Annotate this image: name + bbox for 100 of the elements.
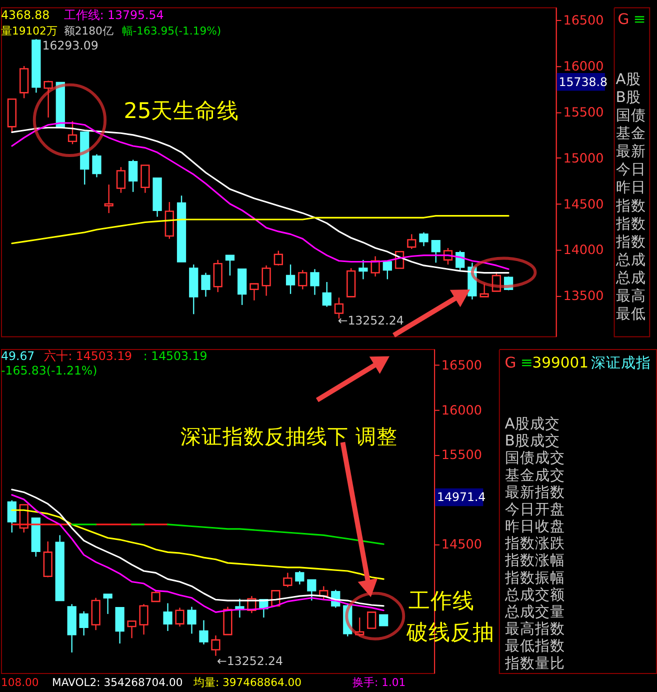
annotation: 六十: 14503.19 <box>44 348 132 363</box>
text: 总成交量 <box>504 603 565 620</box>
candlestick <box>140 164 150 194</box>
y-tick-label: 14500 <box>563 197 604 212</box>
candlestick <box>187 606 196 634</box>
candlestick <box>213 259 222 293</box>
candlestick <box>298 269 308 290</box>
candlestick <box>199 620 208 645</box>
candlestick <box>19 65 29 99</box>
candlestick <box>370 256 380 278</box>
annotation: 量19102万 <box>0 24 58 38</box>
text: 指数涨幅 <box>504 552 565 570</box>
text: 今日 <box>616 161 646 178</box>
text: 国债成交 <box>504 450 565 467</box>
y-tick-label: 15500 <box>563 105 604 120</box>
text: 昨日收盘 <box>504 518 565 536</box>
annotation: 25天生命线 <box>124 99 240 124</box>
text: 总成交额 <box>504 586 565 604</box>
text: 均量: 397468864.00 <box>192 676 302 689</box>
candlestick <box>431 240 440 264</box>
y-tick-label: 15500 <box>441 448 482 464</box>
text: 深证成指 <box>591 354 652 372</box>
text: 最新 <box>616 143 646 160</box>
text: B股成交 <box>504 432 560 450</box>
candlestick <box>307 579 316 602</box>
text: 基金 <box>616 125 646 142</box>
text: B股 <box>616 88 641 106</box>
y-tick-label: 14500 <box>441 538 482 553</box>
candlestick <box>115 607 124 644</box>
text: 国债 <box>616 106 646 124</box>
candlestick <box>295 570 304 586</box>
text: 指数涨跌 <box>504 535 565 552</box>
candlestick <box>104 184 114 214</box>
candlestick <box>419 232 428 247</box>
y-tick-label: 15000 <box>563 151 604 166</box>
text: 总成 <box>614 252 646 269</box>
text: MAVOL2: 354268704.00 <box>52 676 183 689</box>
annotation: ←13252.24 <box>217 654 284 668</box>
text: 昨日 <box>616 179 646 196</box>
candlestick <box>175 607 184 628</box>
candlestick <box>68 120 78 145</box>
text: A股成交 <box>504 416 560 433</box>
text: 指数 <box>614 197 646 214</box>
candlestick <box>7 500 16 534</box>
annotation: 幅-163.95(-1.19%) <box>122 24 222 38</box>
candlestick <box>480 283 489 298</box>
candlestick <box>310 268 320 296</box>
y-tick-label: 16500 <box>563 14 604 28</box>
candlestick <box>262 264 271 296</box>
annotation: 额2180亿 <box>64 24 114 38</box>
text: A股 <box>616 70 641 88</box>
candlestick <box>127 620 136 639</box>
annotation: 深证指数反抽线下 调整 <box>180 424 398 448</box>
y-tick-label: 16000 <box>563 59 604 74</box>
candlestick <box>322 281 332 308</box>
text: G <box>504 354 516 372</box>
candlestick <box>379 614 388 626</box>
candlestick <box>103 594 112 615</box>
text: 最高指数 <box>504 620 565 638</box>
candlestick <box>407 234 416 250</box>
candlestick <box>250 283 259 301</box>
y-tick-label: 16500 <box>441 358 482 374</box>
candlestick <box>367 612 376 629</box>
y-tick-label: 14000 <box>563 243 604 258</box>
text: ≡ <box>520 354 533 372</box>
candlestick <box>211 634 220 656</box>
candlestick <box>44 80 53 118</box>
text: 总成 <box>614 270 646 287</box>
text: 最高 <box>616 288 646 305</box>
text: 指数量比 <box>504 654 565 672</box>
candlestick <box>79 610 88 636</box>
text: G <box>618 10 630 28</box>
text: 最低指数 <box>504 638 565 655</box>
text: 15738.8 <box>558 74 608 89</box>
annotation: 工作线: 13795.54 <box>64 8 164 22</box>
y-tick-label: 13500 <box>563 289 604 304</box>
text: 最低 <box>616 306 646 323</box>
text: 最新指数 <box>504 484 565 501</box>
candlestick <box>163 602 172 632</box>
annotation: 16293.09 <box>42 38 98 52</box>
candlestick <box>382 261 392 280</box>
annotation: : 14503.19 <box>143 348 208 363</box>
candlestick <box>283 572 292 588</box>
candlestick <box>128 159 138 193</box>
annotation: 49.67 <box>0 348 35 363</box>
y-tick-label: 16000 <box>441 403 482 418</box>
candlestick <box>225 254 235 276</box>
candlestick <box>358 259 368 280</box>
text: 指数 <box>614 215 646 232</box>
text: 今日开盘 <box>504 500 565 518</box>
candlestick <box>201 272 210 298</box>
text: 指数振幅 <box>504 569 565 586</box>
annotation: 4368.88 <box>0 8 50 22</box>
candlestick <box>116 166 126 194</box>
text: 换手: 1.01 <box>352 676 406 689</box>
text: 指数 <box>614 233 646 250</box>
text: 基金成交 <box>504 466 565 484</box>
candlestick <box>274 250 283 266</box>
text: 14971.4 <box>437 490 486 504</box>
line-series <box>11 215 510 244</box>
